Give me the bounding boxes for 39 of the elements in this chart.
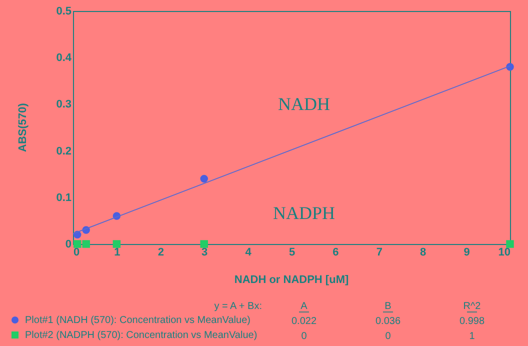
point <box>82 240 90 248</box>
y-tick-label: 0 <box>65 238 72 250</box>
annotation: NADPH <box>272 203 336 223</box>
text: 1 <box>469 331 476 342</box>
x-tick-label: 9 <box>464 246 470 258</box>
legend-label: Plot#1 (NADH (570): Concentration vs MeanValue) <box>25 315 250 326</box>
point <box>506 240 514 248</box>
text: B <box>384 301 392 312</box>
text: y = A + Bx: <box>214 301 262 312</box>
point <box>200 174 208 183</box>
x-axis-title: NADH or NADPH [uM] <box>234 274 349 286</box>
x-tick-label: 7 <box>376 246 382 258</box>
y-tick-label: 0.3 <box>56 98 72 111</box>
y-tick-label: 0.4 <box>56 52 72 64</box>
x-tick-label: 4 <box>245 246 252 258</box>
x-tick-label: 6 <box>332 246 339 258</box>
text: R^2 <box>463 301 482 312</box>
y-tick-label: 0.1 <box>56 192 72 204</box>
text: 0.036 <box>375 316 401 327</box>
y-tick-label: 0.2 <box>56 145 72 158</box>
x-tick-label: 5 <box>288 246 296 258</box>
x-tick-label: 10 <box>498 246 510 258</box>
y-axis-title: ABS(570) <box>17 102 29 152</box>
y-tick-label: 0.5 <box>56 6 72 18</box>
point <box>73 240 82 248</box>
legend-label: Plot#2 (NADPH (570): Concentration vs MeanValue) <box>25 330 258 341</box>
point <box>112 240 121 248</box>
text: A <box>300 301 308 312</box>
text: 0 <box>301 331 308 342</box>
text: 0.998 <box>459 316 485 327</box>
x-tick-label: 8 <box>420 246 426 258</box>
x-tick-label: 0 <box>74 246 80 258</box>
text: 0.022 <box>291 316 317 327</box>
x-tick-label: 3 <box>202 246 208 258</box>
x-tick-label: 2 <box>158 246 164 258</box>
x-tick-label: 1 <box>114 246 120 258</box>
annotation: NADH <box>278 94 330 114</box>
text: 0 <box>385 331 392 342</box>
point <box>200 240 208 248</box>
